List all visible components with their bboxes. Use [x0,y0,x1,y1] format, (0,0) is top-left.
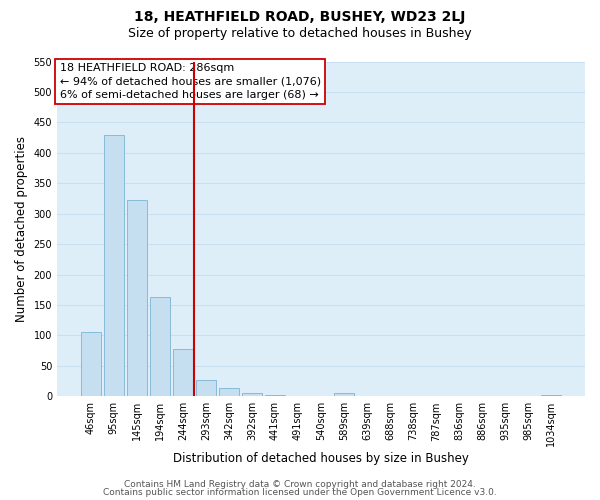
X-axis label: Distribution of detached houses by size in Bushey: Distribution of detached houses by size … [173,452,469,465]
Bar [127,200,146,396]
Bar [219,388,239,396]
Text: Contains public sector information licensed under the Open Government Licence v3: Contains public sector information licen… [103,488,497,497]
Bar [196,380,216,396]
Y-axis label: Number of detached properties: Number of detached properties [15,136,28,322]
Bar [334,394,354,396]
Bar [242,394,262,396]
Text: Size of property relative to detached houses in Bushey: Size of property relative to detached ho… [128,28,472,40]
Bar [150,297,170,396]
Bar [265,394,285,396]
Bar [81,332,101,396]
Bar [104,134,124,396]
Bar [541,394,561,396]
Text: 18, HEATHFIELD ROAD, BUSHEY, WD23 2LJ: 18, HEATHFIELD ROAD, BUSHEY, WD23 2LJ [134,10,466,24]
Bar [173,350,193,397]
Text: Contains HM Land Registry data © Crown copyright and database right 2024.: Contains HM Land Registry data © Crown c… [124,480,476,489]
Text: 18 HEATHFIELD ROAD: 286sqm
← 94% of detached houses are smaller (1,076)
6% of se: 18 HEATHFIELD ROAD: 286sqm ← 94% of deta… [59,63,321,100]
